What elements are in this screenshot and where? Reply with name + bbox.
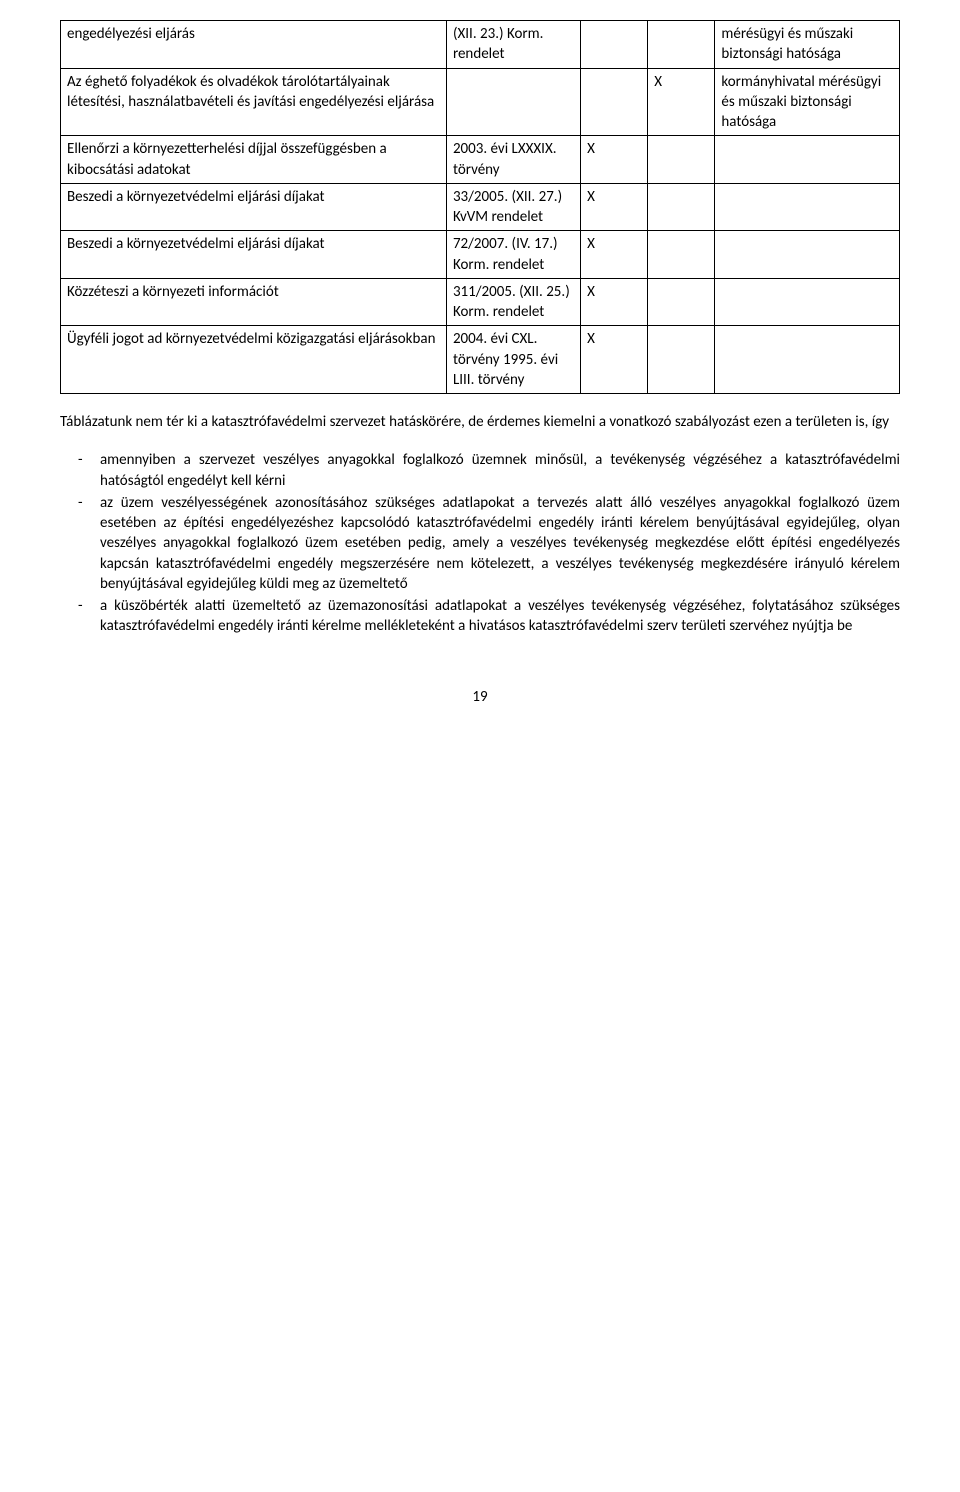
table-cell: (XII. 23.) Korm. rendelet — [446, 21, 580, 69]
page-number: 19 — [60, 687, 900, 707]
table-cell: engedélyezési eljárás — [61, 21, 447, 69]
table-cell — [581, 68, 648, 136]
table-cell: X — [581, 136, 648, 184]
table-cell: 72/2007. (IV. 17.) Korm. rendelet — [446, 231, 580, 279]
table-cell: X — [581, 278, 648, 326]
table-cell — [648, 326, 715, 394]
table-cell: 2003. évi LXXXIX. törvény — [446, 136, 580, 184]
table-cell — [715, 231, 900, 279]
table-cell — [446, 68, 580, 136]
table-cell: kormányhivatal mérésügyi és műszaki bizt… — [715, 68, 900, 136]
table-cell — [715, 136, 900, 184]
table-cell — [648, 278, 715, 326]
table-cell: X — [648, 68, 715, 136]
bullet-list: amennyiben a szervezet veszélyes anyagok… — [60, 450, 900, 636]
table-cell: Ellenőrzi a környezetterhelési díjjal ös… — [61, 136, 447, 184]
regulation-table: engedélyezési eljárás(XII. 23.) Korm. re… — [60, 20, 900, 394]
table-cell — [648, 231, 715, 279]
table-cell — [648, 21, 715, 69]
list-item: az üzem veszélyességének azonosításához … — [100, 493, 900, 594]
table-cell — [715, 278, 900, 326]
table-cell: Ügyféli jogot ad környezetvédelmi köziga… — [61, 326, 447, 394]
table-cell — [581, 21, 648, 69]
table-cell: mérésügyi és műszaki biztonsági hatósága — [715, 21, 900, 69]
table-cell — [715, 326, 900, 394]
intro-paragraph: Táblázatunk nem tér ki a katasztrófavéde… — [60, 412, 900, 432]
table-cell: Beszedi a környezetvédelmi eljárási díja… — [61, 231, 447, 279]
table-cell: Beszedi a környezetvédelmi eljárási díja… — [61, 183, 447, 231]
list-item: a küszöbérték alatti üzemeltető az üzema… — [100, 596, 900, 637]
table-cell — [648, 136, 715, 184]
list-item: amennyiben a szervezet veszélyes anyagok… — [100, 450, 900, 491]
table-cell — [715, 183, 900, 231]
table-cell: Az éghető folyadékok és olvadékok tároló… — [61, 68, 447, 136]
table-cell: 2004. évi CXL. törvény 1995. évi LIII. t… — [446, 326, 580, 394]
table-cell: 311/2005. (XII. 25.) Korm. rendelet — [446, 278, 580, 326]
table-cell — [648, 183, 715, 231]
table-cell: Közzéteszi a környezeti információt — [61, 278, 447, 326]
table-cell: 33/2005. (XII. 27.) KvVM rendelet — [446, 183, 580, 231]
table-cell: X — [581, 183, 648, 231]
table-cell: X — [581, 326, 648, 394]
table-cell: X — [581, 231, 648, 279]
